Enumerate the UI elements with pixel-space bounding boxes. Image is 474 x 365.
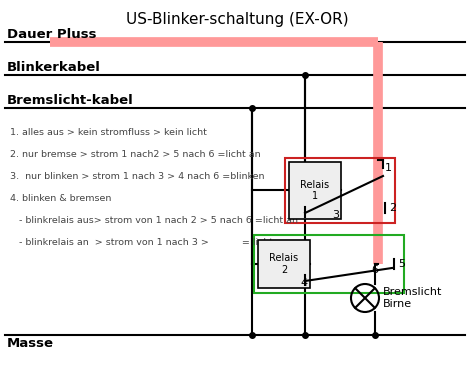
Bar (258, 240, 310, 288)
Text: 4: 4 (301, 278, 308, 288)
Text: 1. alles aus > kein stromfluss > kein licht: 1. alles aus > kein stromfluss > kein li… (10, 128, 207, 137)
Text: Relais
2: Relais 2 (269, 253, 299, 275)
Text: 5: 5 (398, 259, 405, 269)
Bar (285, 158, 395, 223)
Text: 2. nur bremse > strom 1 nach2 > 5 nach 6 =licht an: 2. nur bremse > strom 1 nach2 > 5 nach 6… (10, 150, 261, 159)
Text: - blinkrelais an  > strom von 1 nach 3 >           = licht aus: - blinkrelais an > strom von 1 nach 3 > … (10, 238, 293, 247)
Text: 6: 6 (372, 265, 379, 275)
Text: 2: 2 (389, 203, 396, 213)
Text: Masse: Masse (7, 337, 54, 350)
Text: US-Blinker-schaltung (EX-OR): US-Blinker-schaltung (EX-OR) (126, 12, 348, 27)
Text: - blinkrelais aus> strom von 1 nach 2 > 5 nach 6 =licht an: - blinkrelais aus> strom von 1 nach 2 > … (10, 216, 298, 225)
Text: 1: 1 (385, 163, 392, 173)
Text: Dauer Pluss: Dauer Pluss (7, 28, 97, 41)
Text: Relais
1: Relais 1 (301, 180, 329, 201)
Text: Bremslicht-kabel: Bremslicht-kabel (7, 94, 134, 107)
Text: 4. blinken & bremsen: 4. blinken & bremsen (10, 194, 111, 203)
Text: Bremslicht
Birne: Bremslicht Birne (383, 287, 442, 309)
Bar (254, 235, 404, 293)
Text: 3.  nur blinken > strom 1 nach 3 > 4 nach 6 =blinken: 3. nur blinken > strom 1 nach 3 > 4 nach… (10, 172, 264, 181)
Bar (289, 162, 341, 219)
Text: 3: 3 (332, 210, 339, 220)
Text: Blinkerkabel: Blinkerkabel (7, 61, 101, 74)
